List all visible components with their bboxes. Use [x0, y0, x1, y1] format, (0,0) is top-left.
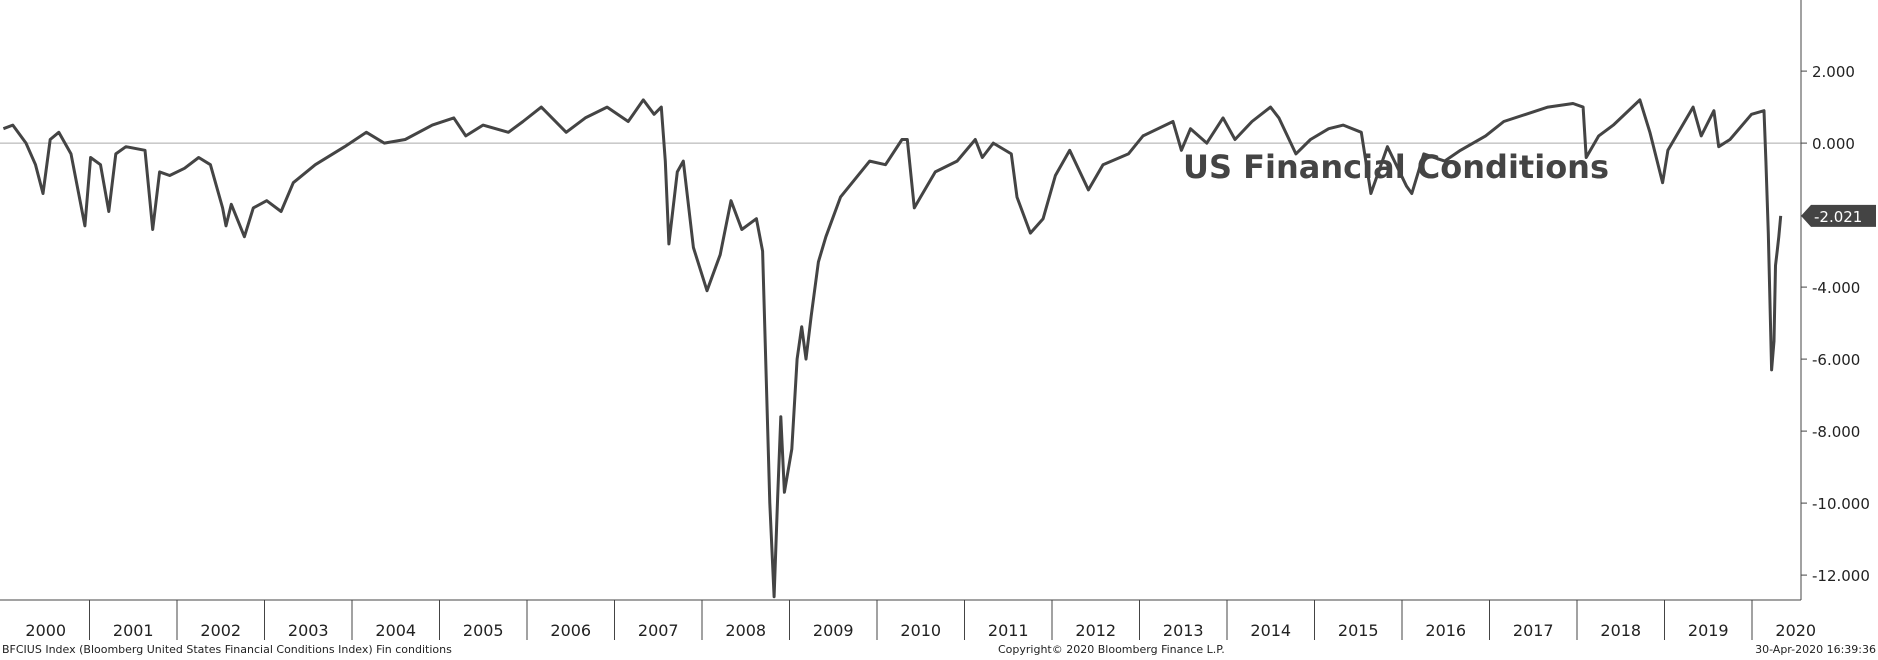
x-tick-label: 2007 [638, 621, 679, 640]
x-tick-label: 2012 [1075, 621, 1116, 640]
y-tick-label: 0.000 [1812, 135, 1855, 153]
footer-timestamp: 30-Apr-2020 16:39:36 [1755, 643, 1876, 656]
series-line-0 [2, 98, 1783, 599]
y-tick-label: -8.000 [1812, 423, 1860, 441]
x-tick-label: 2011 [988, 621, 1029, 640]
x-tick-label: 2013 [1163, 621, 1204, 640]
y-tick-label: -6.000 [1812, 351, 1860, 369]
x-tick-label: 2017 [1513, 621, 1554, 640]
last-value-marker [1801, 204, 1876, 227]
x-tick-label: 2005 [463, 621, 504, 640]
series-layer [2, 98, 1783, 599]
y-tick-label: -10.000 [1812, 495, 1870, 513]
x-tick-label: 2015 [1338, 621, 1379, 640]
x-tick-label: 2004 [375, 621, 416, 640]
x-tick-label: 2016 [1425, 621, 1466, 640]
x-tick-label: 2002 [200, 621, 241, 640]
x-tick-label: 2006 [550, 621, 591, 640]
x-tick-label: 2003 [288, 621, 329, 640]
x-tick-label: 2014 [1250, 621, 1291, 640]
x-tick-label: 2009 [813, 621, 854, 640]
last-value-label: -2.021 [1814, 208, 1862, 226]
x-tick-label: 2008 [725, 621, 766, 640]
financial-conditions-chart: 2.000 0.000 -4.000 -6.000 -8.000 -10.000 -12.0… [0, 0, 1876, 640]
axes-layer: 2.000 0.000 -4.000 -6.000 -8.000 -10.000 -12.0… [0, 0, 1876, 640]
y-tick-label: -4.000 [1812, 279, 1860, 297]
x-tick-label: 2000 [25, 621, 66, 640]
x-tick-label: 2018 [1600, 621, 1641, 640]
x-tick-label: 2010 [900, 621, 941, 640]
x-tick-label: 2019 [1688, 621, 1729, 640]
y-tick-label: 2.000 [1812, 63, 1855, 81]
footer-copyright: Copyright© 2020 Bloomberg Finance L.P. [998, 643, 1225, 656]
y-tick-label: -12.000 [1812, 567, 1870, 585]
x-tick-label: 2001 [113, 621, 154, 640]
footer-source: BFCIUS Index (Bloomberg United States Fi… [2, 643, 452, 656]
chart-title: US Financial Conditions [1183, 148, 1609, 186]
x-tick-label: 2020 [1775, 621, 1816, 640]
